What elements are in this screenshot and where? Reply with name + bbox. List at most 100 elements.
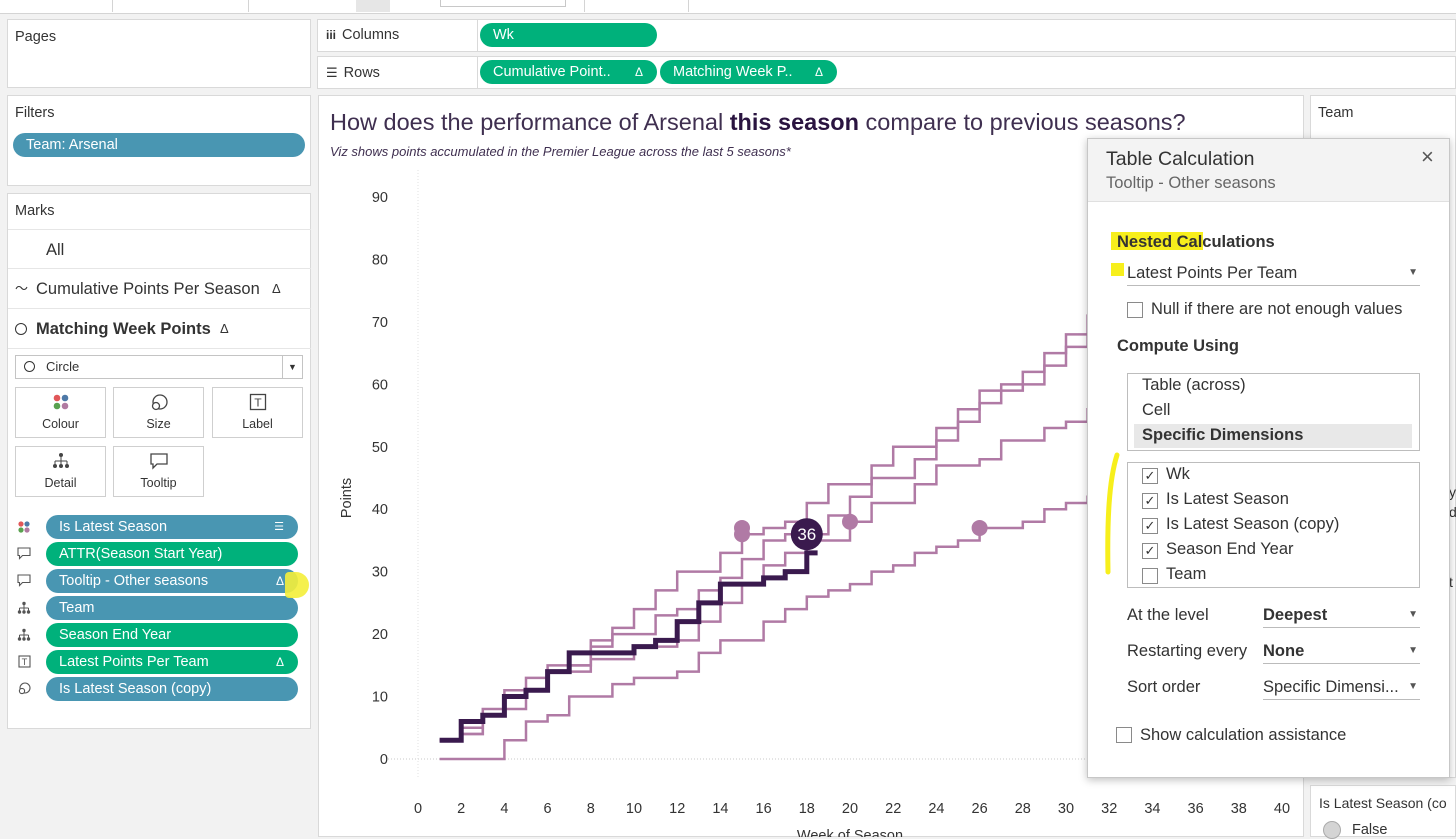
compute-using-list[interactable]: Table (across) Cell Specific Dimensions bbox=[1127, 373, 1420, 451]
size-button[interactable]: Size bbox=[113, 387, 204, 438]
rows-pill-cumulative[interactable]: Cumulative Point.. Δ bbox=[480, 60, 657, 84]
mark-pill[interactable]: Is Latest Season (copy) bbox=[46, 677, 298, 701]
chevron-down-icon: ▼ bbox=[1408, 645, 1418, 656]
label-icon: T bbox=[16, 655, 32, 671]
viz-subtitle: Viz shows points accumulated in the Prem… bbox=[330, 144, 791, 159]
marks-card-all[interactable]: All bbox=[8, 229, 311, 269]
compute-option-specific-dimensions[interactable]: Specific Dimensions bbox=[1142, 426, 1304, 444]
legend-false-label: False bbox=[1352, 822, 1388, 838]
mark-pill[interactable]: Latest Points Per Team Δ bbox=[46, 650, 298, 674]
y-tick-label: 20 bbox=[372, 627, 388, 643]
y-tick-label: 80 bbox=[372, 252, 388, 268]
yellow-highlight-mark bbox=[1111, 232, 1203, 250]
current-point bbox=[790, 518, 823, 551]
dimensions-list[interactable]: ✓ Wk ✓ Is Latest Season ✓ Is Latest Season (c… bbox=[1127, 462, 1420, 588]
marks-all-label: All bbox=[46, 241, 65, 259]
filter-pill-team[interactable]: Team: Arsenal bbox=[13, 133, 305, 157]
columns-pill-wk[interactable]: Wk bbox=[480, 23, 657, 47]
series-line-previous bbox=[439, 495, 1120, 761]
columns-pill-label: Wk bbox=[493, 27, 514, 43]
mark-pill[interactable]: ATTR(Season Start Year) bbox=[46, 542, 298, 566]
mark-pill[interactable]: Tooltip - Other seasons Δ bbox=[46, 569, 298, 593]
toolbar-dropdown[interactable] bbox=[440, 0, 566, 7]
match-point bbox=[971, 519, 988, 536]
x-tick-label: 0 bbox=[414, 801, 422, 817]
null-checkbox[interactable] bbox=[1127, 302, 1143, 318]
mark-pill-label: Is Latest Season bbox=[59, 519, 168, 535]
viz-title-post: compare to previous seasons? bbox=[859, 109, 1186, 135]
sort-label: Sort order bbox=[1127, 678, 1201, 696]
dimension-checkbox[interactable]: ✓ bbox=[1142, 518, 1158, 534]
viz-title: How does the performance of Arsenal this… bbox=[330, 109, 1186, 136]
y-tick-label: 30 bbox=[372, 565, 388, 581]
mark-pill[interactable]: Is Latest Season ☰ bbox=[46, 515, 298, 539]
dialog-subtitle: Tooltip - Other seasons bbox=[1106, 174, 1276, 192]
restart-dropdown[interactable]: None ▼ bbox=[1263, 640, 1420, 664]
detail-icon bbox=[16, 601, 32, 618]
marks-cumulative-label: Cumulative Points Per Season bbox=[36, 280, 260, 298]
restart-value: None bbox=[1263, 642, 1305, 660]
columns-label: Columns bbox=[342, 27, 400, 43]
detail-label: Detail bbox=[44, 476, 77, 490]
rows-shelf[interactable]: ☰ Rows Cumulative Point.. Δ Matching Week… bbox=[317, 56, 1456, 89]
mark-pill-label: Is Latest Season (copy) bbox=[59, 681, 212, 697]
chevron-down-icon[interactable]: ▼ bbox=[282, 356, 302, 378]
marks-card-cumulative[interactable]: 〜 Cumulative Points Per Season Δ bbox=[8, 269, 311, 309]
nested-calculation-dropdown[interactable]: Latest Points Per Team ▼ bbox=[1127, 262, 1420, 286]
tooltip-icon bbox=[16, 547, 32, 563]
x-tick-label: 8 bbox=[587, 801, 595, 817]
label-button[interactable]: T Label bbox=[212, 387, 303, 438]
table-calculation-dialog[interactable]: Table Calculation Tooltip - Other season… bbox=[1087, 138, 1450, 778]
sort-dropdown[interactable]: Specific Dimensi... ▼ bbox=[1263, 676, 1420, 700]
legend-panel-latest[interactable]: Is Latest Season (co False bbox=[1310, 785, 1456, 839]
level-label: At the level bbox=[1127, 606, 1209, 624]
colour-button[interactable]: Colour bbox=[15, 387, 106, 438]
compute-option-cell[interactable]: Cell bbox=[1142, 401, 1171, 419]
marks-card-matching[interactable]: Matching Week Points Δ bbox=[8, 309, 311, 349]
dimension-checkbox[interactable] bbox=[1142, 568, 1158, 584]
nested-calculations-label: Nested Calculations bbox=[1117, 233, 1275, 251]
legend-team-title: Team bbox=[1318, 105, 1354, 121]
level-dropdown[interactable]: Deepest ▼ bbox=[1263, 604, 1420, 628]
x-tick-label: 18 bbox=[799, 801, 815, 817]
tooltip-button[interactable]: Tooltip bbox=[113, 446, 204, 497]
chevron-down-icon: ▼ bbox=[1408, 609, 1418, 620]
current-point-label: 36 bbox=[797, 525, 816, 544]
close-icon[interactable]: × bbox=[1421, 144, 1434, 169]
mark-pill[interactable]: Team bbox=[46, 596, 298, 620]
rows-pill-label: Matching Week P.. bbox=[673, 64, 793, 80]
yellow-highlight-mark bbox=[285, 572, 309, 598]
dimension-checkbox[interactable]: ✓ bbox=[1142, 493, 1158, 509]
toolbar-button[interactable] bbox=[356, 0, 390, 12]
x-tick-label: 38 bbox=[1231, 801, 1247, 817]
rows-pill-matching[interactable]: Matching Week P.. Δ bbox=[660, 60, 837, 84]
delta-icon: Δ bbox=[634, 65, 643, 79]
columns-shelf[interactable]: iii Columns Wk bbox=[317, 19, 1456, 52]
detail-button[interactable]: Detail bbox=[15, 446, 106, 497]
dimension-label: Is Latest Season bbox=[1166, 490, 1289, 508]
dimension-checkbox[interactable]: ✓ bbox=[1142, 543, 1158, 559]
marks-panel[interactable]: Marks All 〜 Cumulative Points Per Season… bbox=[7, 193, 311, 729]
marks-matching-label: Matching Week Points bbox=[36, 320, 211, 338]
filters-panel[interactable]: Filters Team: Arsenal bbox=[7, 95, 311, 186]
y-tick-label: 0 bbox=[380, 752, 388, 768]
compute-option-table-across[interactable]: Table (across) bbox=[1142, 376, 1246, 394]
chevron-down-icon: ▼ bbox=[1408, 267, 1418, 278]
size-icon bbox=[16, 682, 32, 699]
yellow-highlight-mark bbox=[1111, 263, 1124, 276]
dimension-checkbox[interactable]: ✓ bbox=[1142, 468, 1158, 484]
right-edge-text: d bbox=[1449, 504, 1456, 520]
delta-icon: Δ bbox=[275, 574, 284, 588]
detail-icon bbox=[16, 452, 105, 476]
x-tick-label: 24 bbox=[928, 801, 944, 817]
assist-checkbox[interactable] bbox=[1116, 727, 1132, 743]
rows-label: Rows bbox=[343, 65, 380, 81]
mark-pill[interactable]: Season End Year bbox=[46, 623, 298, 647]
dimension-label: Is Latest Season (copy) bbox=[1166, 515, 1340, 533]
mark-type-dropdown[interactable]: Circle ▼ bbox=[15, 355, 303, 379]
mark-pill-label: Team bbox=[59, 600, 95, 616]
legend-false-swatch[interactable] bbox=[1323, 821, 1341, 839]
pages-panel[interactable]: Pages bbox=[7, 19, 311, 88]
nested-calculation-value: Latest Points Per Team bbox=[1127, 264, 1298, 282]
toolbar-separator bbox=[688, 0, 689, 12]
